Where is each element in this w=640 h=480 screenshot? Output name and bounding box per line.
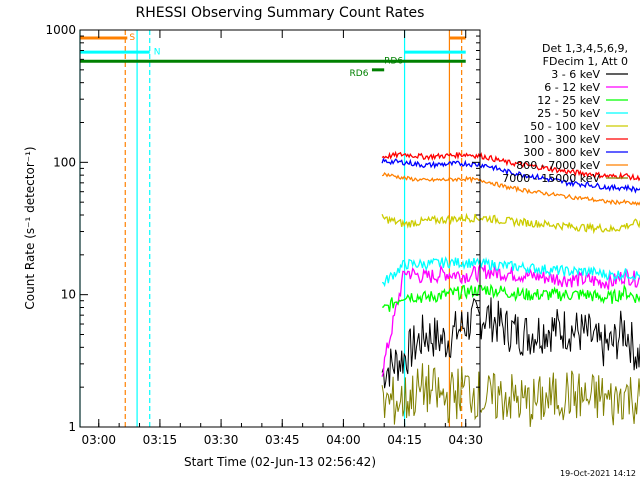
y-tick-label-2: 100 — [53, 155, 76, 169]
legend-header-1: FDecim 1, Att 0 — [543, 55, 628, 68]
x-tick-label-6: 04:30 — [448, 433, 483, 447]
legend-label-1: 6 - 12 keV — [544, 81, 600, 94]
legend-label-8: 7000 - 15000 keV — [502, 172, 600, 185]
series-line-1 — [381, 263, 640, 377]
x-tick-label-1: 03:15 — [143, 433, 178, 447]
plot-area: S N RD6 RD6 — [79, 30, 640, 427]
legend-label-0: 3 - 6 keV — [551, 68, 600, 81]
y-axis-label: Count Rate (s⁻¹ detector⁻¹) — [23, 146, 37, 309]
x-axis-label: Start Time (02-Jun-13 02:56:42) — [184, 455, 376, 469]
x-tick-label-2: 03:30 — [204, 433, 239, 447]
plot-frame — [79, 29, 481, 428]
series-line-8 — [381, 363, 640, 427]
x-tick-label-4: 04:00 — [326, 433, 361, 447]
series-line-4 — [381, 212, 640, 235]
legend-header-0: Det 1,3,4,5,6,9, — [542, 42, 628, 55]
x-tick-label-5: 04:15 — [387, 433, 422, 447]
y-tick-label-0: 1 — [68, 420, 76, 434]
series-line-7 — [381, 172, 640, 207]
series-line-3 — [381, 256, 640, 288]
timestamp: 19-Oct-2021 14:12 — [560, 469, 636, 478]
state-label-2: RD6 — [384, 56, 403, 66]
y-tick-label-3: 1000 — [45, 23, 76, 37]
state-label-3: RD6 — [350, 69, 369, 79]
chart-title: RHESSI Observing Summary Count Rates — [136, 5, 425, 21]
legend-label-6: 300 - 800 keV — [523, 146, 600, 159]
legend-label-7: 800 - 7000 keV — [516, 159, 600, 172]
y-tick-label-1: 10 — [61, 288, 76, 302]
legend-label-2: 12 - 25 keV — [537, 94, 600, 107]
series-line-2 — [382, 283, 640, 312]
legend-label-4: 50 - 100 keV — [530, 120, 600, 133]
legend-label-5: 100 - 300 keV — [523, 133, 600, 146]
axes: 03:00 03:15 03:30 03:45 04:00 04:15 04:30 1 10 10… — [45, 23, 483, 447]
series-line-5 — [381, 150, 640, 182]
series-line-0 — [381, 297, 640, 389]
legend: Det 1,3,4,5,6,9,FDecim 1, Att 03 - 6 keV… — [502, 42, 628, 185]
legend-label-3: 25 - 50 keV — [537, 107, 600, 120]
state-label-1: N — [154, 47, 161, 57]
series-line-6 — [381, 157, 640, 194]
x-tick-label-3: 03:45 — [265, 433, 300, 447]
state-label-0: S — [129, 33, 135, 43]
x-tick-label-0: 03:00 — [81, 433, 116, 447]
